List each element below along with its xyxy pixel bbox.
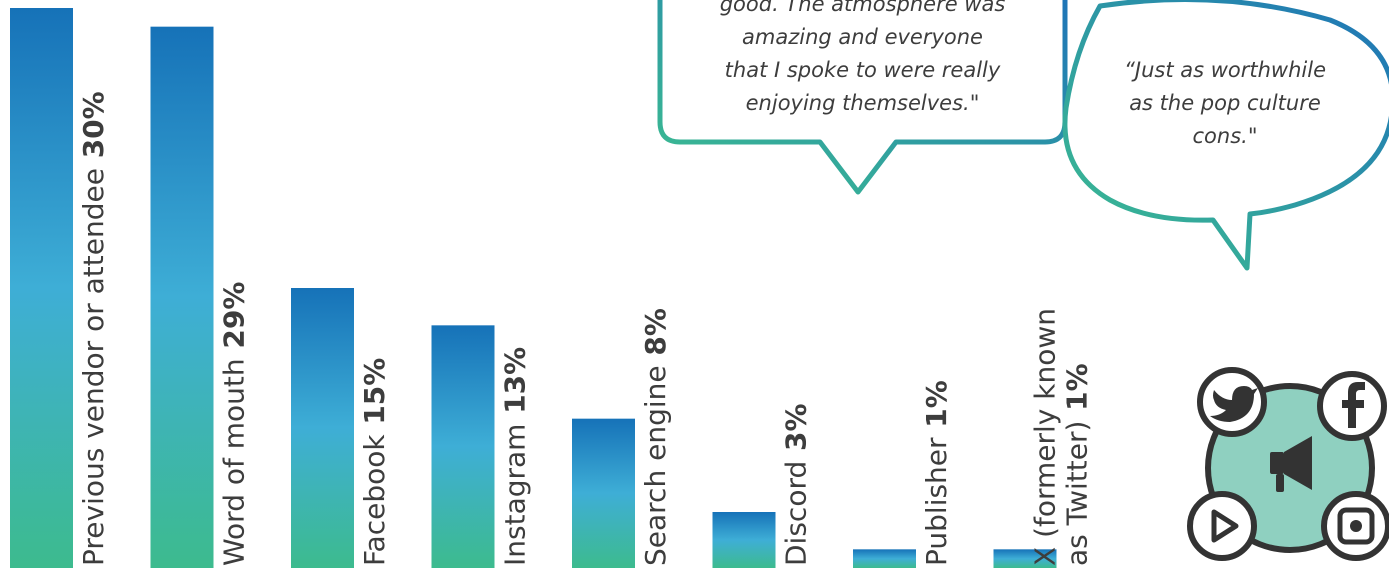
youtube-icon — [1211, 509, 1239, 543]
category-name: Facebook — [358, 434, 391, 566]
value-label: 15% — [358, 358, 391, 435]
value-label: 1% — [1061, 363, 1094, 420]
value-label: 13% — [499, 347, 532, 424]
category-name: Previous vendor or attendee — [77, 168, 110, 566]
quote-2-text: “Just as worthwhile as the pop culture c… — [1075, 54, 1375, 153]
bar-2 — [291, 288, 354, 568]
category-label: Word of mouth 29% — [218, 282, 251, 566]
category-label: as Twitter) 1% — [1061, 363, 1094, 566]
labels-group: Previous vendor or attendee 30% Word of m… — [77, 91, 1094, 566]
value-label: 30% — [77, 91, 110, 168]
category-name: as Twitter) — [1061, 421, 1094, 566]
bar-5 — [712, 512, 776, 568]
twitter-icon — [1210, 386, 1258, 422]
category-name: Instagram — [499, 424, 532, 566]
social-icons — [1187, 367, 1389, 561]
megaphone-icon — [1270, 436, 1312, 492]
category-label: Discord 3% — [780, 403, 813, 566]
category-name: Publisher — [920, 437, 953, 566]
bar-4 — [572, 418, 635, 568]
value-label: 29% — [218, 282, 251, 359]
bar-7 — [993, 549, 1057, 568]
speech-bubble-2 — [1062, 0, 1389, 271]
facebook-icon — [1342, 382, 1365, 428]
instagram-icon — [1337, 507, 1375, 545]
bar-3 — [431, 325, 495, 568]
quote-1-line: that I spoke to were really — [724, 58, 1001, 82]
quote-1-text: good. The atmosphere was amazing and eve… — [660, 0, 1065, 120]
bars-group — [10, 8, 1057, 568]
value-label: 8% — [639, 308, 672, 365]
category-label: Publisher 1% — [920, 380, 953, 566]
quote-1-line: enjoying themselves." — [745, 91, 980, 115]
category-name: Discord — [780, 461, 813, 566]
bar-0 — [10, 8, 73, 568]
quote-1-line: amazing and everyone — [742, 25, 983, 49]
category-label: Facebook 15% — [358, 358, 391, 566]
value-label: 3% — [780, 403, 813, 460]
category-name: Search engine — [639, 365, 672, 566]
value-label: 1% — [920, 380, 953, 437]
quote-2-line: cons." — [1192, 124, 1258, 148]
quote-2-line: as the pop culture — [1129, 91, 1321, 115]
quote-2-line: “Just as worthwhile — [1124, 58, 1326, 82]
category-label: Search engine 8% — [639, 308, 672, 566]
category-label: X (formerly known — [1029, 308, 1062, 566]
category-name: X (formerly known — [1029, 308, 1062, 566]
category-name: Word of mouth — [218, 358, 251, 566]
quote-1-line: good. The atmosphere was — [719, 0, 1006, 16]
youtube-circle — [1187, 491, 1257, 561]
bar-1 — [150, 26, 214, 568]
bar-6 — [853, 549, 916, 568]
category-label: Instagram 13% — [499, 347, 532, 566]
category-label: Previous vendor or attendee 30% — [77, 91, 110, 566]
